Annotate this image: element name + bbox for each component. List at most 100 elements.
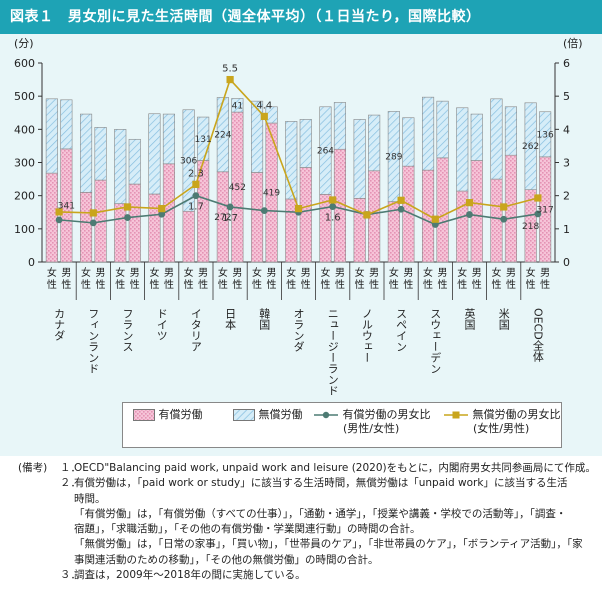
sex-tick-label: 性 (149, 278, 159, 291)
y-left-unit-label: (分) (14, 37, 34, 50)
y-right-tick-label: 0 (563, 256, 570, 269)
sex-tick-label: 男 (369, 267, 379, 279)
country-label: カナダ (53, 308, 66, 341)
sex-tick-label: 男 (198, 267, 208, 279)
y-left-tick-label: 600 (14, 57, 35, 70)
sex-tick-label: 女 (184, 266, 194, 279)
sex-tick-label: 女 (218, 266, 228, 279)
bar-value-label: 272 (214, 213, 231, 223)
y-left-tick-label: 0 (28, 256, 35, 269)
ratio-point-1 (226, 75, 234, 84)
bar-value-label: 452 (229, 183, 246, 193)
bar-paid-male (470, 160, 483, 263)
legend-item-unpaid: 無償労働 (233, 408, 303, 422)
sex-tick-label: 性 (540, 278, 550, 291)
bar-unpaid-female (524, 102, 537, 190)
note-line: 有償労働は，「paid work or study」に該当する生活時間，無償労働… (74, 477, 568, 490)
note-line: 事関連活動のための移動」，「その他の無償労働」の時間の合計。 (74, 553, 379, 566)
ratio-point-1 (329, 196, 337, 204)
bar-unpaid-male (94, 127, 107, 181)
sex-tick-label: 男 (164, 267, 174, 279)
country-label: フィンランド (87, 308, 100, 374)
sex-tick-label: 性 (491, 278, 501, 291)
legend-unpaid-ratio-swatch (444, 411, 468, 419)
y-left-tick-label: 500 (14, 90, 35, 103)
bar-unpaid-male (60, 99, 73, 150)
sex-tick-label: 男 (61, 267, 71, 279)
ratio-value-label: 1.7 (222, 213, 238, 224)
ratio-point-0 (431, 221, 439, 228)
sex-tick-label: 男 (335, 267, 345, 279)
bar-value-label: 131 (195, 135, 212, 145)
country-label: ニュージーランド (326, 308, 339, 396)
sex-tick-label: 性 (506, 278, 516, 291)
bar-value-label: 224 (214, 131, 231, 141)
bar-unpaid-male (299, 119, 312, 168)
legend-item-paid: 有償労働 (133, 408, 203, 422)
legend-paid-swatch (133, 409, 155, 421)
bar-unpaid-male (470, 113, 483, 161)
country-label: スウェーデン (429, 308, 442, 374)
bar-unpaid-male (368, 114, 381, 172)
legend: 有償労働 無償労働 有償労働の男女比 (男性/女性) 無償労働の男女比 (女性/… (122, 402, 562, 448)
bar-unpaid-female (251, 100, 264, 173)
y-right-tick-label: 6 (563, 57, 570, 70)
sex-tick-label: 女 (491, 266, 501, 279)
note-line: 宿題」，「求職活動」，「その他の有償労働・学業関連行動」の時間の合計。 (74, 523, 421, 536)
legend-paid-label: 有償労働 (158, 408, 203, 421)
country-label: スペイン (395, 308, 408, 352)
bar-unpaid-female (216, 97, 229, 173)
y-right-tick-label: 3 (563, 157, 570, 170)
value-labels: 341 306 131 272 224 452 41 419 264 289 218 262 317 13… (58, 64, 554, 232)
sex-tick-label: 男 (96, 267, 106, 279)
y-right-tick-label: 2 (563, 190, 570, 203)
y-left-tick-label: 300 (14, 157, 35, 170)
ratio-point-1 (55, 208, 63, 216)
bar-paid-female (319, 194, 332, 263)
bar-paid-female (148, 193, 161, 263)
country-label: 日本 (224, 308, 237, 331)
bars (45, 96, 552, 263)
bar-unpaid-female (456, 107, 469, 192)
sex-tick-label: 女 (355, 266, 365, 279)
bar-value-label: 218 (522, 222, 539, 232)
sex-tick-label: 男 (540, 267, 550, 279)
bar-value-label: 317 (537, 205, 554, 215)
note-line: 「無償労働」は，「日常の家事」，「買い物」，「世帯員のケア」，「非世帯員のケア」… (74, 538, 583, 551)
sex-tick-label: 性 (355, 278, 365, 291)
bar-unpaid-female (80, 113, 93, 193)
ratio-point-0 (124, 214, 131, 221)
sex-tick-label: 性 (198, 278, 208, 291)
bar-value-label: 262 (522, 142, 539, 152)
note-3: ３． 調査は，2009年～2018年の間に実施している。 (18, 568, 598, 583)
bar-paid-female (251, 172, 264, 263)
sex-tick-label: 男 (232, 267, 242, 279)
legend-paid-ratio-label: 有償労働の男女比 (342, 408, 431, 421)
bar-unpaid-female (387, 111, 400, 202)
bar-value-label: 341 (58, 201, 75, 211)
country-label: オランダ (292, 308, 305, 352)
ratio-point-1 (363, 211, 371, 219)
bar-paid-female (353, 198, 366, 263)
sex-tick-label: 性 (389, 278, 399, 291)
chart-title: 図表１ 男女別に見た生活時間（週全体平均）（１日当たり，国際比較） (10, 9, 481, 25)
bar-paid-female (182, 210, 195, 263)
bar-unpaid-female (148, 113, 161, 195)
bar-unpaid-female (490, 98, 503, 180)
note-line: 「有償労働」は，「有償労働（すべての仕事）」，「通勤・通学」，「授業や講義・学校… (74, 507, 567, 520)
bar-value-label: 306 (180, 157, 197, 167)
bar-paid-male (436, 157, 449, 263)
sex-tick-label: 性 (47, 278, 57, 291)
sex-tick-label: 性 (232, 278, 242, 291)
ratio-point-1 (192, 180, 200, 188)
sex-tick-label: 性 (526, 278, 536, 291)
sex-tick-label: 女 (423, 266, 433, 279)
y-right-tick-label: 1 (563, 223, 570, 236)
sex-tick-label: 女 (149, 266, 159, 279)
ratio-point-0 (500, 215, 508, 223)
bar-unpaid-male (128, 138, 141, 185)
bar-value-label: 289 (385, 153, 402, 163)
legend-unpaid-label: 無償労働 (258, 408, 303, 421)
legend-item-paid-ratio: 有償労働の男女比 (男性/女性) (313, 408, 431, 436)
bar-paid-male (299, 167, 312, 263)
